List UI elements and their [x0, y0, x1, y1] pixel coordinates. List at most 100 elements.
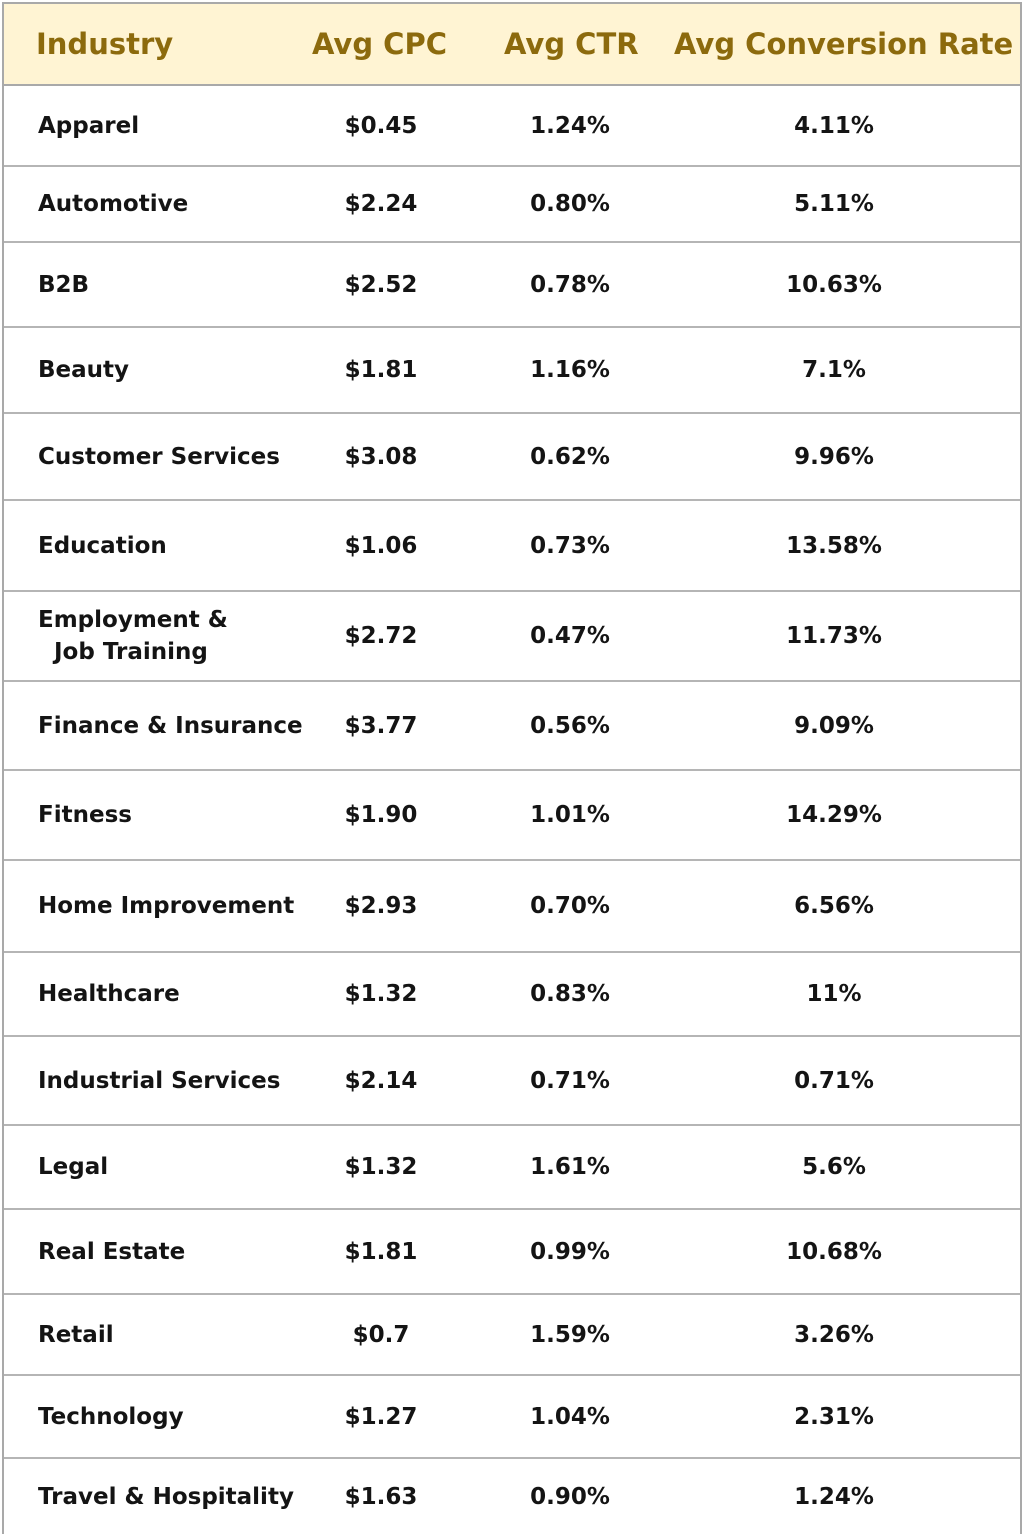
avg-cpc-cell: $2.24 [304, 167, 458, 241]
avg-ctr-cell: 0.78% [490, 243, 650, 326]
avg-cpc-cell: $2.14 [304, 1037, 458, 1124]
table-row-employment-and-job-training: Employment & Job Training $2.72 0.47% 11.73% [4, 592, 1020, 682]
industry-cell: B2B [38, 243, 298, 326]
avg-cpc-cell: $1.32 [304, 1126, 458, 1208]
industry-cell: Employment & Job Training [38, 592, 298, 680]
avg-conversion-rate-cell: 7.1% [704, 328, 964, 412]
avg-cpc-cell: $1.27 [304, 1376, 458, 1457]
industry-label: Travel & Hospitality [38, 1481, 294, 1513]
avg-cpc-cell: $0.45 [304, 86, 458, 165]
avg-cpc-cell: $3.77 [304, 682, 458, 769]
industry-label: Fitness [38, 799, 132, 831]
industry-label: Customer Services [38, 441, 280, 473]
table-row-home-improvement: Home Improvement $2.93 0.70% 6.56% [4, 861, 1020, 953]
industry-cell: Fitness [38, 771, 298, 859]
avg-cpc-cell: $2.72 [304, 592, 458, 680]
table-row-finance-and-insurance: Finance & Insurance $3.77 0.56% 9.09% [4, 682, 1020, 771]
avg-cpc-cell: $2.52 [304, 243, 458, 326]
avg-conversion-rate-cell: 13.58% [704, 501, 964, 590]
industry-label: Education [38, 530, 167, 562]
avg-conversion-rate-cell: 5.6% [704, 1126, 964, 1208]
industry-label: Real Estate [38, 1236, 185, 1268]
avg-conversion-rate-cell: 11% [704, 953, 964, 1035]
industry-cell: Customer Services [38, 414, 298, 499]
industry-cell: Automotive [38, 167, 298, 241]
table-header: Industry Avg CPC Avg CTR Avg Conversion … [4, 4, 1020, 86]
avg-ctr-cell: 1.59% [490, 1295, 650, 1374]
avg-ctr-cell: 0.99% [490, 1210, 650, 1293]
table-row-healthcare: Healthcare $1.32 0.83% 11% [4, 953, 1020, 1037]
column-header-avg-conversion-rate: Avg Conversion Rate [674, 4, 1013, 84]
avg-ctr-cell: 0.56% [490, 682, 650, 769]
table-row-real-estate: Real Estate $1.81 0.99% 10.68% [4, 1210, 1020, 1295]
industry-label: Technology [38, 1401, 184, 1433]
table-row-customer-services: Customer Services $3.08 0.62% 9.96% [4, 414, 1020, 501]
avg-ctr-cell: 1.16% [490, 328, 650, 412]
industry-label: Retail [38, 1319, 114, 1351]
avg-ctr-cell: 0.73% [490, 501, 650, 590]
industry-cell: Real Estate [38, 1210, 298, 1293]
industry-cell: Healthcare [38, 953, 298, 1035]
table-row-fitness: Fitness $1.90 1.01% 14.29% [4, 771, 1020, 861]
column-header-avg-ctr: Avg CTR [504, 4, 639, 84]
avg-cpc-cell: $1.63 [304, 1459, 458, 1534]
industry-label: B2B [38, 269, 89, 301]
avg-ctr-cell: 0.80% [490, 167, 650, 241]
avg-ctr-cell: 0.71% [490, 1037, 650, 1124]
avg-cpc-cell: $3.08 [304, 414, 458, 499]
column-header-avg-cpc: Avg CPC [312, 4, 447, 84]
avg-ctr-cell: 1.01% [490, 771, 650, 859]
table-row-travel-and-hospitality: Travel & Hospitality $1.63 0.90% 1.24% [4, 1459, 1020, 1534]
industry-cell: Finance & Insurance [38, 682, 298, 769]
avg-cpc-cell: $2.93 [304, 861, 458, 951]
industry-label: Automotive [38, 188, 188, 220]
avg-ctr-cell: 0.47% [490, 592, 650, 680]
avg-conversion-rate-cell: 2.31% [704, 1376, 964, 1457]
avg-ctr-cell: 0.62% [490, 414, 650, 499]
industry-label: Beauty [38, 354, 129, 386]
table-row-industrial-services: Industrial Services $2.14 0.71% 0.71% [4, 1037, 1020, 1126]
avg-conversion-rate-cell: 9.96% [704, 414, 964, 499]
table-row-retail: Retail $0.7 1.59% 3.26% [4, 1295, 1020, 1376]
avg-conversion-rate-cell: 1.24% [704, 1459, 964, 1534]
table-row-beauty: Beauty $1.81 1.16% 7.1% [4, 328, 1020, 414]
table-row-automotive: Automotive $2.24 0.80% 5.11% [4, 167, 1020, 243]
industry-cell: Retail [38, 1295, 298, 1374]
avg-conversion-rate-cell: 10.63% [704, 243, 964, 326]
industry-label: Home Improvement [38, 890, 294, 922]
industry-label: Legal [38, 1151, 108, 1183]
avg-conversion-rate-cell: 5.11% [704, 167, 964, 241]
industry-cell: Industrial Services [38, 1037, 298, 1124]
avg-cpc-cell: $1.32 [304, 953, 458, 1035]
industry-cell: Travel & Hospitality [38, 1459, 298, 1534]
avg-cpc-cell: $1.06 [304, 501, 458, 590]
table-row-technology: Technology $1.27 1.04% 2.31% [4, 1376, 1020, 1459]
avg-conversion-rate-cell: 11.73% [704, 592, 964, 680]
avg-ctr-cell: 0.83% [490, 953, 650, 1035]
industry-cell: Technology [38, 1376, 298, 1457]
table-row-apparel: Apparel $0.45 1.24% 4.11% [4, 86, 1020, 167]
industry-label: Apparel [38, 110, 139, 142]
avg-cpc-cell: $1.90 [304, 771, 458, 859]
industry-cell: Legal [38, 1126, 298, 1208]
table-row-education: Education $1.06 0.73% 13.58% [4, 501, 1020, 592]
avg-conversion-rate-cell: 6.56% [704, 861, 964, 951]
avg-conversion-rate-cell: 4.11% [704, 86, 964, 165]
avg-conversion-rate-cell: 10.68% [704, 1210, 964, 1293]
avg-cpc-cell: $1.81 [304, 1210, 458, 1293]
avg-ctr-cell: 1.61% [490, 1126, 650, 1208]
industry-cell: Apparel [38, 86, 298, 165]
column-header-industry: Industry [36, 4, 173, 84]
industry-label: Finance & Insurance [38, 710, 303, 742]
avg-ctr-cell: 0.90% [490, 1459, 650, 1534]
industry-label: Healthcare [38, 978, 180, 1010]
avg-ctr-cell: 1.24% [490, 86, 650, 165]
avg-ctr-cell: 0.70% [490, 861, 650, 951]
industry-label: Industrial Services [38, 1065, 280, 1097]
table-row-b2b: B2B $2.52 0.78% 10.63% [4, 243, 1020, 328]
avg-cpc-cell: $0.7 [304, 1295, 458, 1374]
data-table: Industry Avg CPC Avg CTR Avg Conversion … [2, 2, 1022, 1534]
industry-label-line: Employment & [38, 604, 228, 636]
industry-cell: Beauty [38, 328, 298, 412]
industry-cell: Education [38, 501, 298, 590]
